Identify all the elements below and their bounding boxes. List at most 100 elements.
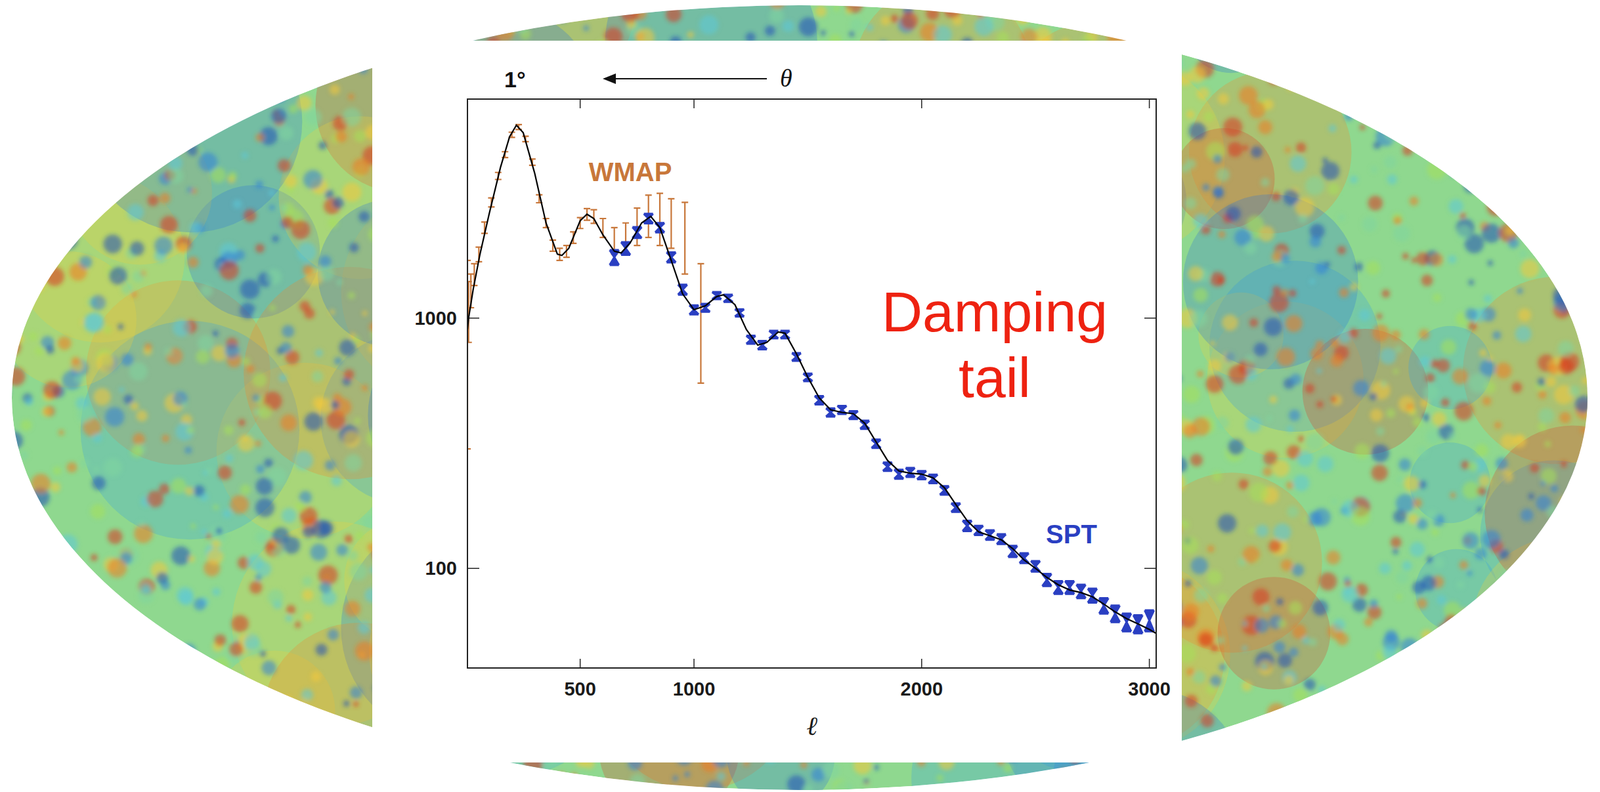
sky-speck (213, 504, 219, 511)
sky-speck (53, 466, 62, 476)
sky-speck (1433, 558, 1444, 569)
sky-speck (1254, 618, 1269, 633)
sky-speck (21, 63, 35, 77)
sky-speck (268, 189, 276, 197)
sky-speck (1317, 686, 1326, 694)
sky-speck (1370, 728, 1381, 738)
sky-speck (1590, 157, 1599, 167)
sky-speck (237, 434, 255, 452)
sky-speck (126, 97, 146, 117)
sky-speck (1292, 42, 1307, 57)
sky-speck (1487, 173, 1497, 184)
sky-speck (128, 735, 148, 756)
sky-speck (386, 16, 405, 35)
sky-speck (1292, 474, 1310, 492)
sky-speck (33, 240, 48, 255)
sky-speck (0, 645, 10, 656)
sky-speck (1194, 588, 1209, 603)
sky-speck (1517, 308, 1532, 322)
sky-speck (357, 621, 371, 635)
sky-speck (38, 701, 52, 715)
sky-speck (159, 193, 171, 205)
sky-speck (1312, 600, 1329, 616)
sky-speck (1364, 701, 1375, 712)
sky-speck (43, 111, 50, 118)
sky-speck (156, 88, 173, 105)
sky-speck (93, 388, 111, 407)
sky-speck (168, 168, 184, 184)
sky-speck (1206, 42, 1224, 59)
sky-speck (1212, 185, 1224, 197)
sky-speck (231, 615, 249, 633)
sky-speck (251, 735, 270, 754)
sky-speck (307, 735, 324, 751)
sky-speck (863, 779, 870, 786)
sky-speck (1254, 47, 1264, 58)
sky-speck (1512, 680, 1519, 687)
sky-speck (1349, 717, 1360, 729)
sky-speck (1498, 164, 1518, 184)
sky-blob (0, 599, 111, 738)
sky-speck (1254, 342, 1268, 357)
sky-speck (1550, 770, 1569, 790)
sky-speck (1366, 261, 1381, 276)
sky-speck (1505, 225, 1515, 236)
sky-speck (799, 17, 819, 37)
sky-speck (1272, 286, 1281, 295)
sky-speck (1273, 523, 1292, 541)
sky-speck (1210, 675, 1222, 688)
sky-speck (76, 674, 93, 692)
sky-speck (1482, 530, 1501, 549)
sky-speck (1386, 688, 1397, 699)
sky-speck (1525, 574, 1542, 591)
sky-speck (1410, 257, 1417, 264)
sky-speck (974, 17, 994, 37)
sky-speck (1559, 621, 1566, 629)
sky-speck (1416, 598, 1428, 610)
sky-speck (781, 20, 794, 33)
sky-speck (9, 739, 18, 748)
sky-speck (1426, 556, 1434, 564)
sky-speck (20, 419, 32, 431)
sky-speck (1315, 751, 1325, 761)
sky-speck (1487, 616, 1506, 635)
sky-speck (42, 95, 61, 113)
sky-speck (1467, 624, 1488, 645)
sky-speck (30, 86, 39, 95)
sky-speck (1371, 464, 1388, 482)
sky-speck (1223, 117, 1243, 137)
sky-speck (305, 108, 322, 126)
sky-speck (347, 292, 356, 300)
sky-speck (205, 467, 213, 475)
sky-speck (62, 584, 81, 603)
sky-speck (224, 344, 239, 359)
sky-speck (252, 372, 267, 388)
sky-speck (255, 180, 264, 189)
sky-speck (13, 515, 20, 522)
sky-speck (247, 554, 264, 571)
sky-speck (64, 621, 72, 629)
sky-speck (1330, 339, 1339, 348)
sky-speck (34, 346, 44, 356)
sky-speck (1055, 0, 1065, 8)
sky-speck (1359, 124, 1366, 131)
sky-speck (261, 661, 277, 677)
sky-speck (1538, 652, 1549, 663)
sky-speck (268, 543, 276, 551)
sky-speck (1450, 170, 1457, 177)
sky-speck (211, 539, 221, 549)
sky-speck (1507, 573, 1518, 584)
sky-speck (1397, 476, 1404, 483)
sky-speck (1510, 32, 1528, 51)
sky-speck (1190, 309, 1208, 327)
sky-speck (1322, 757, 1329, 763)
sky-speck (10, 732, 27, 749)
sky-speck (1416, 252, 1430, 266)
sky-speck (241, 151, 249, 159)
sky-speck (34, 112, 54, 132)
sky-speck (29, 705, 49, 725)
sky-speck (1471, 34, 1479, 41)
sky-speck (6, 367, 25, 387)
sky-speck (93, 96, 108, 111)
sky-speck (93, 592, 102, 601)
